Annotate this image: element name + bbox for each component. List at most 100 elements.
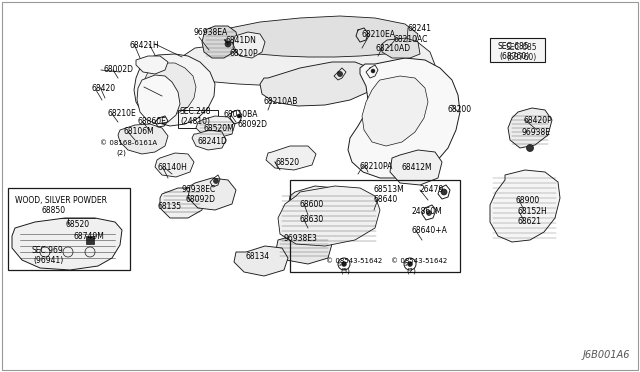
Polygon shape bbox=[134, 54, 215, 126]
Text: 24860M: 24860M bbox=[412, 207, 443, 216]
Text: 68135: 68135 bbox=[158, 202, 182, 211]
Text: 68010BA: 68010BA bbox=[224, 110, 259, 119]
Polygon shape bbox=[508, 108, 552, 148]
Polygon shape bbox=[278, 186, 380, 246]
Bar bbox=[178, 110, 218, 128]
Text: 68092D: 68092D bbox=[186, 195, 216, 204]
Text: SEC.685
(68760): SEC.685 (68760) bbox=[506, 43, 538, 62]
Text: © 08168-6161A: © 08168-6161A bbox=[100, 140, 157, 146]
Text: 68520: 68520 bbox=[275, 158, 299, 167]
Polygon shape bbox=[284, 210, 340, 243]
Polygon shape bbox=[160, 188, 204, 218]
Text: 96938EC: 96938EC bbox=[182, 185, 216, 194]
Polygon shape bbox=[266, 146, 316, 170]
Polygon shape bbox=[276, 232, 332, 264]
Polygon shape bbox=[234, 246, 288, 276]
Text: 68640+A: 68640+A bbox=[411, 226, 447, 235]
Polygon shape bbox=[188, 178, 236, 210]
Text: 6841DN: 6841DN bbox=[226, 36, 257, 45]
Text: 68900: 68900 bbox=[516, 196, 540, 205]
Text: 68749M: 68749M bbox=[74, 232, 105, 241]
Polygon shape bbox=[192, 130, 226, 150]
Text: 68210P: 68210P bbox=[229, 49, 258, 58]
Bar bbox=[490, 38, 545, 62]
Text: SEC.685: SEC.685 bbox=[498, 42, 530, 51]
Polygon shape bbox=[12, 218, 122, 270]
Text: 68241: 68241 bbox=[408, 24, 432, 33]
Polygon shape bbox=[136, 56, 168, 74]
Polygon shape bbox=[202, 26, 238, 58]
Text: 68092D: 68092D bbox=[237, 120, 267, 129]
Text: 68241D: 68241D bbox=[197, 137, 227, 146]
Text: 68520: 68520 bbox=[65, 220, 89, 229]
Text: 68210EA: 68210EA bbox=[362, 30, 396, 39]
Text: 68200: 68200 bbox=[447, 105, 471, 114]
Circle shape bbox=[214, 179, 218, 183]
Text: 68140H: 68140H bbox=[157, 163, 187, 172]
Bar bbox=[8, 188, 130, 270]
Polygon shape bbox=[362, 76, 428, 146]
Text: 68860E: 68860E bbox=[138, 117, 167, 126]
Text: 68210PA: 68210PA bbox=[360, 162, 394, 171]
Text: 68420: 68420 bbox=[92, 84, 116, 93]
Text: 68106M: 68106M bbox=[124, 127, 155, 136]
Text: (68760): (68760) bbox=[499, 52, 529, 61]
Text: J6B001A6: J6B001A6 bbox=[582, 350, 630, 360]
Text: 68850: 68850 bbox=[42, 206, 66, 215]
Text: WOOD, SILVER POWDER: WOOD, SILVER POWDER bbox=[15, 196, 107, 205]
Text: 68134: 68134 bbox=[246, 252, 270, 261]
Polygon shape bbox=[260, 62, 375, 106]
Circle shape bbox=[441, 189, 447, 195]
Text: S: S bbox=[337, 262, 340, 266]
Text: (2): (2) bbox=[116, 150, 126, 157]
Polygon shape bbox=[180, 33, 435, 88]
Polygon shape bbox=[490, 170, 560, 242]
Polygon shape bbox=[118, 124, 168, 154]
Polygon shape bbox=[196, 116, 235, 138]
Text: SEC.969: SEC.969 bbox=[32, 246, 64, 255]
Bar bbox=[86, 236, 94, 244]
Text: 68621: 68621 bbox=[517, 217, 541, 226]
Text: 26479: 26479 bbox=[419, 185, 444, 194]
Text: © 08543-51642: © 08543-51642 bbox=[326, 258, 382, 264]
Bar bbox=[290, 180, 460, 272]
Polygon shape bbox=[382, 38, 420, 58]
Text: S: S bbox=[403, 262, 407, 266]
Circle shape bbox=[408, 262, 413, 266]
Text: SEC.248: SEC.248 bbox=[179, 107, 211, 116]
Text: (2): (2) bbox=[406, 268, 416, 275]
Text: 96938E: 96938E bbox=[521, 128, 550, 137]
Text: 96938E3: 96938E3 bbox=[283, 234, 317, 243]
Text: © 08543-51642: © 08543-51642 bbox=[391, 258, 447, 264]
Circle shape bbox=[337, 71, 342, 77]
Circle shape bbox=[371, 69, 375, 73]
Text: 68640: 68640 bbox=[374, 195, 398, 204]
Polygon shape bbox=[233, 32, 265, 58]
Text: 68210AC: 68210AC bbox=[394, 35, 428, 44]
Polygon shape bbox=[155, 153, 194, 177]
Text: 68412M: 68412M bbox=[402, 163, 433, 172]
Polygon shape bbox=[220, 16, 418, 57]
Text: 68210AB: 68210AB bbox=[263, 97, 298, 106]
Polygon shape bbox=[137, 75, 180, 124]
Polygon shape bbox=[288, 186, 342, 220]
Text: 68421H: 68421H bbox=[130, 41, 160, 50]
Text: 68520M: 68520M bbox=[204, 124, 235, 133]
Text: 68630: 68630 bbox=[299, 215, 323, 224]
Text: 68513M: 68513M bbox=[374, 185, 404, 194]
Polygon shape bbox=[390, 150, 442, 185]
Polygon shape bbox=[348, 58, 460, 178]
Circle shape bbox=[342, 262, 346, 266]
Text: 68210E: 68210E bbox=[108, 109, 137, 118]
Text: (24810): (24810) bbox=[180, 117, 210, 126]
Text: (5): (5) bbox=[340, 268, 350, 275]
Text: 68152H: 68152H bbox=[518, 207, 548, 216]
Text: 68600: 68600 bbox=[299, 200, 323, 209]
Text: 68210AD: 68210AD bbox=[376, 44, 411, 53]
Text: 68420P: 68420P bbox=[523, 116, 552, 125]
Circle shape bbox=[426, 211, 431, 215]
Polygon shape bbox=[143, 63, 196, 115]
Circle shape bbox=[237, 114, 241, 118]
Text: (96941): (96941) bbox=[33, 256, 63, 265]
Circle shape bbox=[225, 41, 231, 47]
